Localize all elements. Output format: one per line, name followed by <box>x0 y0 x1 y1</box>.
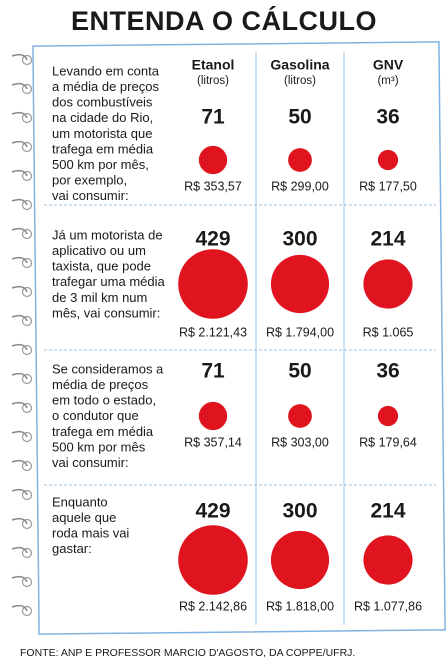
value: 429 <box>195 228 230 251</box>
row-text: Levando em conta <box>52 63 160 78</box>
cost: R$ 1.794,00 <box>266 325 334 339</box>
cost: R$ 303,00 <box>271 435 329 449</box>
row-text: vai consumir: <box>52 188 129 203</box>
source: FONTE: ANP E PROFESSOR MARCIO D'AGOSTO, … <box>20 647 355 659</box>
bubble <box>377 405 399 427</box>
column-unit: (litros) <box>197 75 229 87</box>
paper <box>32 41 446 635</box>
column-name: Etanol <box>192 57 235 73</box>
row-text: na cidade do Rio, <box>52 110 153 125</box>
row-text: roda mais vai <box>52 526 129 541</box>
bubble <box>270 530 330 590</box>
value: 300 <box>282 228 317 251</box>
row-text: vai consumir: <box>52 455 129 470</box>
bubble <box>270 254 330 314</box>
spiral-wire <box>11 169 28 177</box>
spiral-wire <box>11 198 28 206</box>
row-text: mês, vai consumir: <box>52 305 160 320</box>
spiral-wire <box>11 285 28 293</box>
spiral-wire <box>11 227 28 235</box>
row-text: 500 km por mês <box>52 439 146 454</box>
row-text: 500 km por mês, <box>52 157 149 172</box>
cost: R$ 2.121,43 <box>179 325 247 339</box>
spiral-wire <box>11 111 28 119</box>
cost: R$ 179,64 <box>359 435 417 449</box>
row-text: aplicativo ou um <box>52 243 146 258</box>
row-text: trafega em média <box>52 141 154 156</box>
spiral-wire <box>11 488 28 496</box>
spiral-wire <box>11 82 28 90</box>
row-text: trafega em média <box>52 424 154 439</box>
value: 36 <box>376 360 399 383</box>
row-text: taxista, que pode <box>52 259 151 274</box>
value: 71 <box>201 106 225 129</box>
row-text: aquele que <box>52 510 116 525</box>
value: 50 <box>288 360 311 383</box>
cost: R$ 1.065 <box>363 325 414 339</box>
bubble <box>178 249 248 319</box>
cost: R$ 2.142,86 <box>179 599 247 613</box>
value: 300 <box>282 500 317 523</box>
spiral-wire <box>11 372 28 380</box>
cost: R$ 1.818,00 <box>266 599 334 613</box>
value: 36 <box>376 106 399 129</box>
bubble <box>377 149 399 171</box>
spiral-wire <box>11 401 28 409</box>
row-text: um motorista que <box>52 126 152 141</box>
cost: R$ 353,57 <box>184 179 242 193</box>
spiral-wire <box>11 53 28 61</box>
row-text: Se consideramos a <box>52 361 164 376</box>
bubble <box>288 404 312 428</box>
bubble <box>198 401 228 431</box>
cost: R$ 1.077,86 <box>354 599 422 613</box>
row-text: média de preços <box>52 377 149 392</box>
row-text: a média de preços <box>52 79 159 94</box>
row-text: Já um motorista de <box>52 227 163 242</box>
spiral-wire <box>11 140 28 148</box>
column-unit: (m³) <box>377 75 398 87</box>
value: 214 <box>370 228 405 251</box>
row-text: gastar: <box>52 541 92 556</box>
cost: R$ 177,50 <box>359 179 417 193</box>
spiral-wire <box>11 604 28 612</box>
value: 50 <box>288 106 311 129</box>
spiral-wire <box>11 343 28 351</box>
row-text: trafegar uma média <box>52 274 165 289</box>
spiral-wire <box>11 546 28 554</box>
row-text: Enquanto <box>52 494 108 509</box>
bubble <box>363 259 413 309</box>
cost: R$ 357,14 <box>184 435 242 449</box>
title: ENTENDA O CÁLCULO <box>71 5 377 36</box>
row-text: de 3 mil km num <box>52 290 147 305</box>
spiral-wire <box>11 256 28 264</box>
spiral-wire <box>11 314 28 322</box>
bubble <box>363 535 413 585</box>
column-name: GNV <box>373 57 404 73</box>
bubble <box>178 525 248 595</box>
value: 429 <box>195 500 230 523</box>
row-text: em todo o estado, <box>52 393 156 408</box>
value: 71 <box>201 360 225 383</box>
row-text: dos combustíveis <box>52 95 153 110</box>
row-text: o condutor que <box>52 408 139 423</box>
spiral-wire <box>11 430 28 438</box>
spiral-wire <box>11 575 28 583</box>
spiral-wire <box>11 517 28 525</box>
cost: R$ 299,00 <box>271 179 329 193</box>
bubble <box>288 148 312 172</box>
column-unit: (litros) <box>284 75 316 87</box>
row-text: por exemplo, <box>52 173 127 188</box>
spiral-wire <box>11 459 28 467</box>
column-name: Gasolina <box>270 57 329 73</box>
value: 214 <box>370 500 405 523</box>
bubble <box>198 145 228 175</box>
